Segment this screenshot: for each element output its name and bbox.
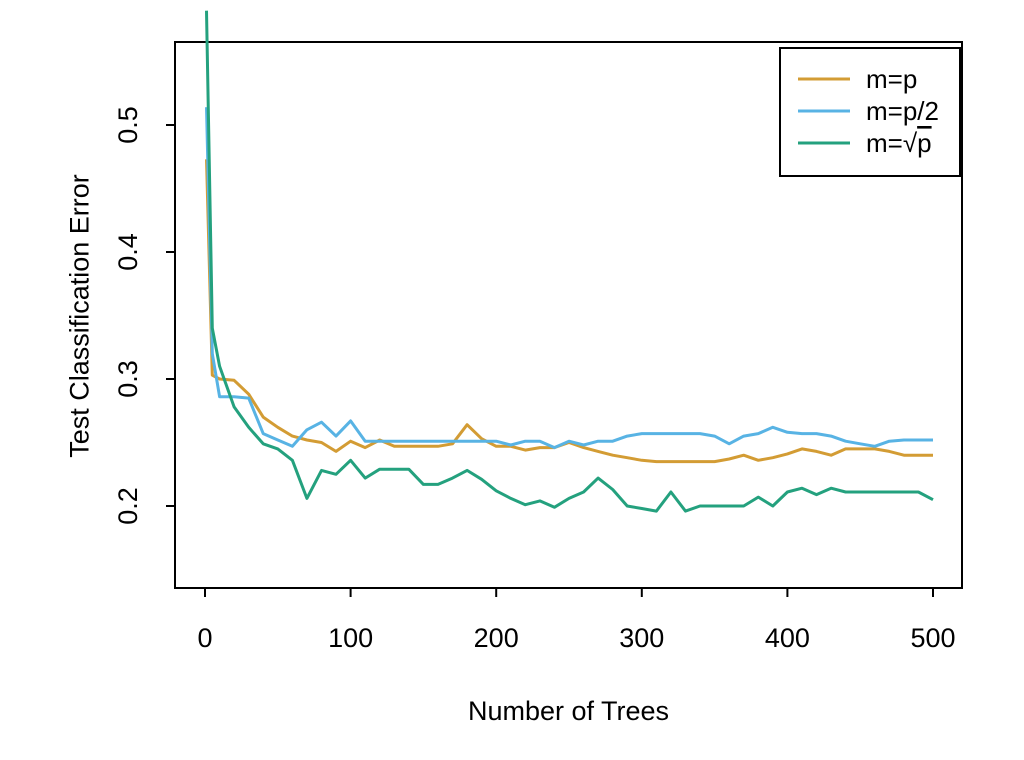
legend-label-m-sqrt-p: m=√p bbox=[866, 128, 932, 158]
x-tick-label: 500 bbox=[910, 623, 955, 653]
y-tick-label: 0.5 bbox=[113, 106, 143, 144]
legend-label-m-p-2: m=p/2 bbox=[866, 96, 939, 126]
y-axis-title: Test Classification Error bbox=[64, 174, 95, 458]
series-line-m-sqrt-p bbox=[205, 10, 934, 513]
x-tick-label: 300 bbox=[619, 623, 664, 653]
y-tick-label: 0.2 bbox=[113, 487, 143, 525]
x-tick-label: 200 bbox=[474, 623, 519, 653]
series-line-m-p bbox=[205, 159, 933, 464]
series-line-m-p-2 bbox=[205, 107, 933, 450]
x-axis-title: Number of Trees bbox=[467, 696, 670, 726]
x-tick-label: 0 bbox=[197, 623, 212, 653]
plot-box bbox=[174, 41, 963, 589]
y-tick-label: 0.3 bbox=[113, 360, 143, 398]
y-tick-label: 0.4 bbox=[113, 233, 143, 271]
x-tick-label: 400 bbox=[765, 623, 810, 653]
legend-label-m-p: m=p bbox=[866, 64, 917, 94]
x-tick-label: 100 bbox=[328, 623, 373, 653]
